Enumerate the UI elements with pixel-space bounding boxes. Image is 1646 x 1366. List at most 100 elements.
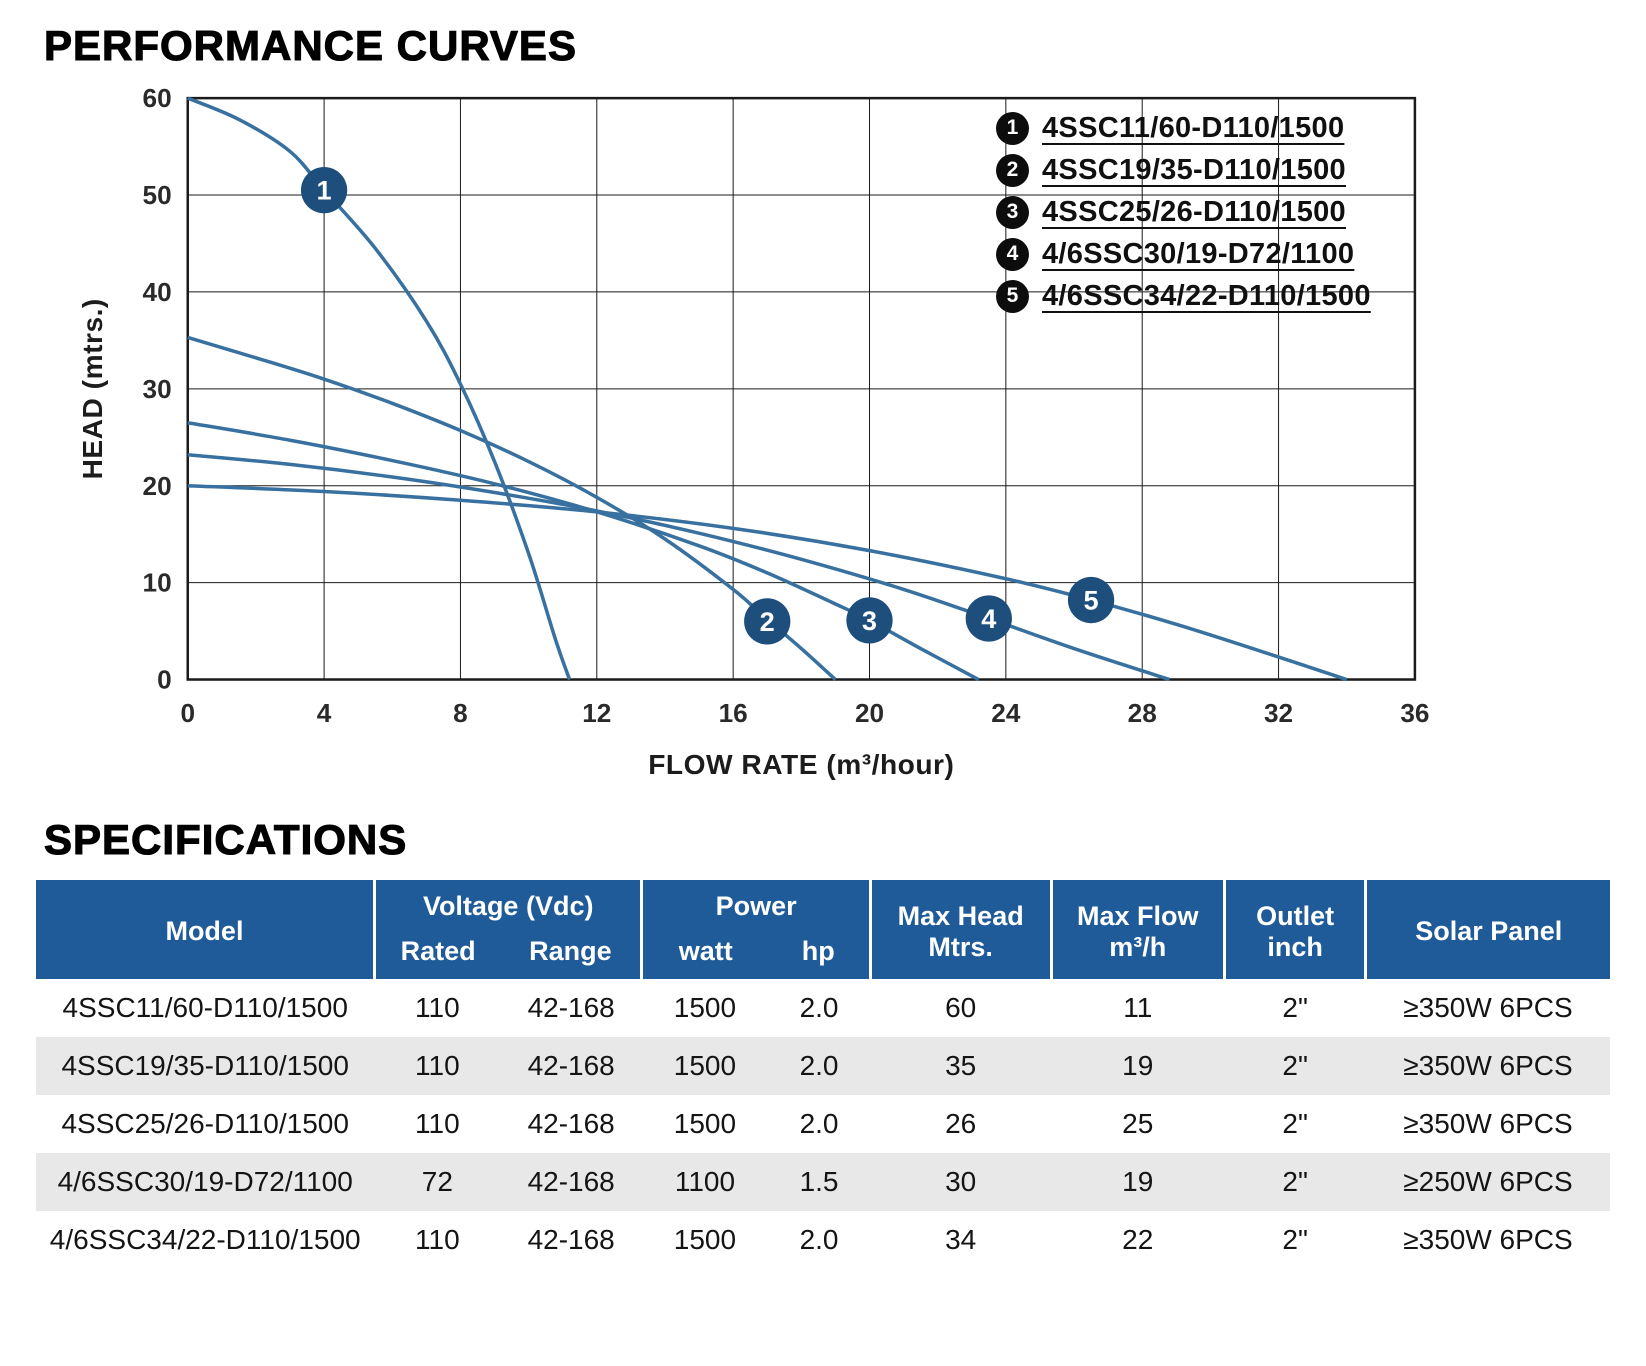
cell-max-head: 60 (945, 992, 977, 1024)
performance-curve-4 (187, 452, 1171, 682)
col-header-voltage-rated: Rated (372, 929, 501, 980)
table-header: Model Voltage (Vdc) Power Max Head Mtrs.… (36, 880, 1610, 980)
cell-power-watt: 1500 (673, 1050, 737, 1082)
y-axis-label: HEAD (mtrs.) (77, 298, 108, 479)
col-header-voltage-range: Range (500, 929, 642, 980)
cell-model: 4SSC25/26-D110/1500 (61, 1108, 349, 1140)
col-header-solar-panel: Solar Panel (1364, 880, 1610, 980)
legend-entry: 3 4SSC25/26-D110/1500 (996, 194, 1371, 230)
cell-power-watt: 1500 (673, 1224, 737, 1256)
cell-model: 4SSC19/35-D110/1500 (61, 1050, 349, 1082)
col-header-power-group: Power (640, 880, 871, 930)
curve-badge-icon-3 (846, 597, 893, 644)
col-header-outlet-line2: inch (1267, 931, 1323, 962)
legend-entry: 1 4SSC11/60-D110/1500 (996, 110, 1371, 146)
curve-badge-number: 1 (317, 175, 332, 206)
x-tick-label: 8 (453, 698, 468, 728)
table-body: 4SSC11/60-D110/1500 110 42-168 1500 2.0 … (36, 979, 1610, 1269)
col-header-outlet: Outlet inch (1222, 880, 1366, 980)
cell-outlet: 2" (1282, 1166, 1308, 1198)
col-header-voltage-group: Voltage (Vdc) (372, 880, 642, 930)
table-row: 4/6SSC34/22-D110/1500 110 42-168 1500 2.… (36, 1211, 1610, 1269)
specifications-table: Model Voltage (Vdc) Power Max Head Mtrs.… (36, 880, 1610, 1269)
legend-model-label: 4SSC19/35-D110/1500 (1042, 153, 1346, 186)
y-tick-label: 10 (143, 568, 172, 598)
cell-solar-panel: ≥350W 6PCS (1403, 1050, 1573, 1082)
table-row: 4/6SSC30/19-D72/1100 72 42-168 1100 1.5 … (36, 1153, 1610, 1212)
cell-voltage-range: 42-168 (527, 1108, 615, 1140)
legend-entry: 5 4/6SSC34/22-D110/1500 (996, 278, 1371, 314)
legend-model-label: 4/6SSC34/22-D110/1500 (1042, 279, 1371, 312)
table-row: 4SSC19/35-D110/1500 110 42-168 1500 2.0 … (36, 1037, 1610, 1096)
col-header-power-hp: hp (767, 929, 871, 980)
legend-number-bullet-icon: 4 (996, 237, 1029, 271)
legend-number-bullet-icon: 2 (996, 153, 1029, 187)
cell-voltage-rated: 110 (415, 1050, 460, 1082)
cell-outlet: 2" (1282, 1050, 1308, 1082)
cell-power-hp: 2.0 (799, 1108, 839, 1140)
cell-power-hp: 2.0 (799, 1224, 839, 1256)
curve-badge-icon-1 (300, 167, 348, 214)
x-tick-label: 32 (1264, 698, 1293, 728)
legend-model-label: 4/6SSC30/19-D72/1100 (1042, 237, 1355, 270)
performance-curve-5 (187, 483, 1348, 682)
x-tick-label: 12 (582, 698, 611, 728)
cell-max-flow: 19 (1122, 1166, 1154, 1198)
curve-badge-icon-4 (965, 595, 1012, 642)
cell-max-flow: 22 (1122, 1224, 1154, 1256)
cell-model: 4SSC11/60-D110/1500 (62, 992, 348, 1024)
cell-max-head: 26 (945, 1108, 977, 1140)
cell-max-head: 30 (945, 1166, 977, 1198)
cell-voltage-range: 42-168 (527, 1224, 615, 1256)
col-header-max-flow-line2: m³/h (1109, 931, 1167, 962)
col-header-model: Model (36, 880, 375, 980)
plot-border (186, 96, 1417, 681)
y-tick-label: 0 (157, 665, 172, 695)
y-tick-label: 20 (143, 471, 172, 501)
curve-badge-number: 4 (981, 603, 996, 634)
cell-voltage-rated: 72 (421, 1166, 453, 1198)
y-tick-label: 50 (143, 180, 172, 210)
legend-number-bullet-icon: 5 (996, 279, 1029, 313)
cell-solar-panel: ≥250W 6PCS (1403, 1166, 1573, 1198)
chart-legend: 1 4SSC11/60-D110/1500 2 4SSC19/35-D110/1… (996, 110, 1371, 314)
col-header-max-flow-line1: Max Flow (1076, 900, 1199, 931)
x-tick-label: 28 (1128, 698, 1157, 728)
cell-outlet: 2" (1282, 992, 1308, 1024)
x-tick-label: 4 (317, 698, 332, 728)
cell-model: 4/6SSC34/22-D110/1500 (49, 1224, 361, 1256)
cell-max-flow: 25 (1122, 1108, 1154, 1140)
col-header-max-flow: Max Flow m³/h (1049, 880, 1225, 980)
legend-entry: 2 4SSC19/35-D110/1500 (996, 152, 1371, 188)
legend-model-label: 4SSC11/60-D110/1500 (1042, 111, 1345, 144)
col-header-outlet-line1: Outlet (1256, 900, 1335, 931)
x-tick-label: 20 (855, 698, 884, 728)
cell-model: 4/6SSC30/19-D72/1100 (57, 1166, 353, 1198)
curve-number-badges: 1 2 3 4 5 (300, 167, 1115, 645)
cell-voltage-range: 42-168 (527, 1166, 615, 1198)
x-tick-label: 24 (991, 698, 1021, 728)
legend-entry: 4 4/6SSC30/19-D72/1100 (996, 236, 1371, 272)
cell-voltage-rated: 110 (415, 1108, 460, 1140)
cell-power-hp: 1.5 (799, 1166, 839, 1198)
cell-voltage-rated: 110 (415, 1224, 460, 1256)
cell-solar-panel: ≥350W 6PCS (1403, 992, 1573, 1024)
curve-badge-number: 3 (862, 605, 877, 636)
curve-badge-icon-5 (1067, 576, 1115, 624)
col-header-max-head: Max Head Mtrs. (868, 880, 1052, 980)
cell-solar-panel: ≥350W 6PCS (1403, 1108, 1573, 1140)
cell-voltage-range: 42-168 (527, 1050, 615, 1082)
cell-outlet: 2" (1282, 1224, 1308, 1256)
x-tick-label: 16 (719, 698, 748, 728)
legend-model-label: 4SSC25/26-D110/1500 (1042, 195, 1346, 228)
performance-curves-title: PERFORMANCE CURVES (43, 21, 577, 69)
curve-badge-number: 2 (760, 606, 775, 637)
specifications-title: SPECIFICATIONS (43, 816, 408, 864)
y-tick-label: 40 (143, 277, 172, 307)
curve-badge-number: 5 (1084, 585, 1099, 616)
col-header-max-head-line1: Max Head (897, 900, 1024, 931)
